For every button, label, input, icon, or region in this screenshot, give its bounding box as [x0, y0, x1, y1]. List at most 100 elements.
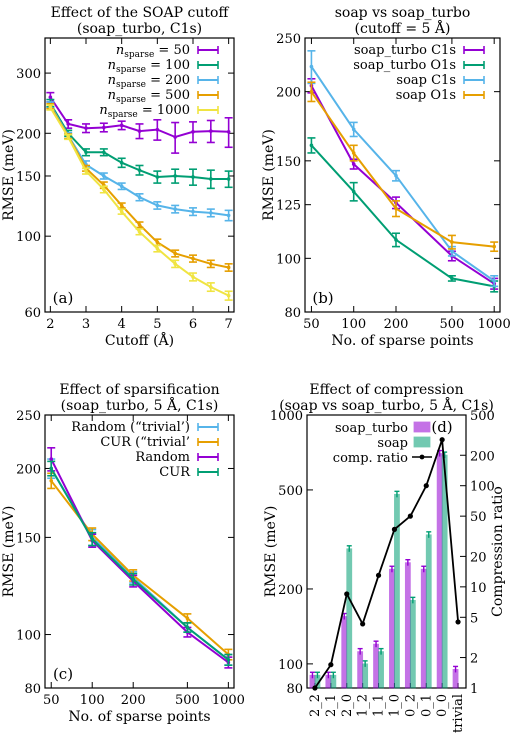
legend-label-rest: = 500 [146, 88, 190, 103]
data-point [450, 240, 454, 244]
x-tick-label: 1_2 [356, 694, 371, 717]
x-tick-label: 6 [189, 317, 197, 332]
data-point [137, 168, 142, 172]
data-point [131, 577, 136, 581]
ratio-point [423, 483, 429, 489]
x-tick-label: 3 [82, 317, 90, 332]
legend-label: soap [377, 436, 408, 451]
data-point [137, 129, 142, 133]
data-point [191, 209, 195, 214]
series-0 [46, 91, 233, 154]
chart-subtitle: (soap vs soap_turbo, 5 Å, C1s) [279, 396, 494, 414]
series-3 [307, 81, 499, 253]
series-2 [47, 447, 233, 669]
panel-label: (b) [312, 289, 333, 307]
data-point [309, 143, 314, 148]
ratio-line [314, 439, 459, 689]
ratio-point [391, 526, 398, 532]
legend-label: soap O1s [396, 88, 456, 103]
legend-label: CUR (“trivial’ [100, 435, 190, 450]
data-point [226, 293, 231, 298]
data-point [49, 478, 54, 483]
legend-swatch [413, 436, 431, 448]
data-point [394, 238, 398, 242]
y-tick-label: 250 [276, 32, 301, 47]
x-tick-label: 2_0 [340, 694, 355, 717]
data-point [185, 625, 190, 630]
chart-subtitle: (soap_turbo, C1s) [77, 21, 202, 37]
chart-title: Effect of sparsification [59, 382, 219, 398]
panel-a: Effect of the SOAP cutoff(soap_turbo, C1… [1, 5, 235, 349]
legend-label: Random [135, 450, 190, 465]
y-tick-label: 60 [24, 306, 41, 321]
series-2 [307, 50, 499, 288]
data-point [226, 657, 231, 662]
y-tick-label: 80 [286, 682, 303, 697]
data-point [49, 457, 54, 461]
bar [425, 534, 432, 689]
series-2 [46, 101, 233, 222]
legend-label-sub: sparse [116, 65, 146, 75]
ratio-point [360, 621, 366, 627]
data-point [191, 175, 195, 179]
y-tick-label: 80 [24, 682, 41, 697]
x-tick-label: 0_2 [403, 694, 418, 717]
data-point [309, 64, 314, 69]
x-axis-label: No. of sparse points [68, 709, 210, 725]
x-tick-label: 2 [46, 317, 54, 332]
data-point [492, 279, 496, 283]
data-point [191, 130, 195, 134]
legend-label-main: n [108, 58, 116, 73]
data-point [394, 173, 398, 178]
x-axis-label: Cutoff (Å) [105, 331, 174, 349]
legend-label: nsparse = 50 [116, 43, 190, 60]
y-tick-label: 100 [278, 658, 303, 673]
y2-tick-label: 50 [470, 510, 487, 525]
data-point [351, 189, 356, 194]
panel-label: (a) [53, 289, 74, 307]
legend: Random (“trivial’)CUR (“trivial’RandomCU… [71, 420, 219, 480]
x-tick-label: 200 [121, 693, 146, 708]
series-1 [46, 98, 233, 190]
bar [341, 616, 348, 689]
data-point [450, 276, 454, 281]
y-tick-label: 100 [16, 230, 41, 245]
legend-label-sub: sparse [108, 110, 138, 120]
y-axis-label: RMSE (meV) [263, 506, 279, 598]
y-tick-label: 200 [16, 127, 41, 142]
data-point [137, 222, 142, 227]
data-point [119, 160, 124, 165]
legend-label-rest: = 100 [146, 58, 190, 73]
chart-title: soap vs soap_turbo [335, 5, 471, 21]
ratio-point [312, 685, 318, 691]
legend-label: comp. ratio [333, 451, 408, 466]
data-point [119, 209, 124, 214]
chart-subtitle: (cutoff = 5 Å) [355, 19, 451, 37]
legend-label: soap C1s [396, 73, 456, 88]
legend-label: soap_turbo C1s [354, 43, 456, 58]
legend-label-main: n [116, 43, 124, 58]
y2-tick-label: 10 [470, 581, 487, 596]
series-line [310, 91, 495, 248]
y2-tick-label: 20 [470, 550, 487, 565]
x-tick-label: 500 [175, 693, 200, 708]
data-point [84, 150, 88, 155]
data-point [394, 206, 398, 211]
data-point [173, 207, 177, 211]
data-point [102, 187, 106, 192]
y-tick-label: 150 [276, 155, 301, 170]
panel-b: soap vs soap_turbo(cutoff = 5 Å) 80 100 125… [261, 5, 511, 349]
x-tick-label: 1000 [212, 693, 245, 708]
x-tick-label: 4 [118, 317, 126, 332]
legend-label: nsparse = 1000 [99, 103, 190, 120]
bar [373, 643, 379, 689]
chart-title: Effect of compression [309, 382, 463, 398]
x-tick-label: 0_1 [419, 694, 434, 717]
y-tick-label: 1000 [270, 409, 303, 424]
y2-tick-label: 200 [470, 449, 495, 464]
data-point [226, 177, 231, 181]
data-point [48, 105, 53, 110]
ratio-point [455, 619, 461, 625]
y-tick-label: 250 [16, 409, 41, 424]
